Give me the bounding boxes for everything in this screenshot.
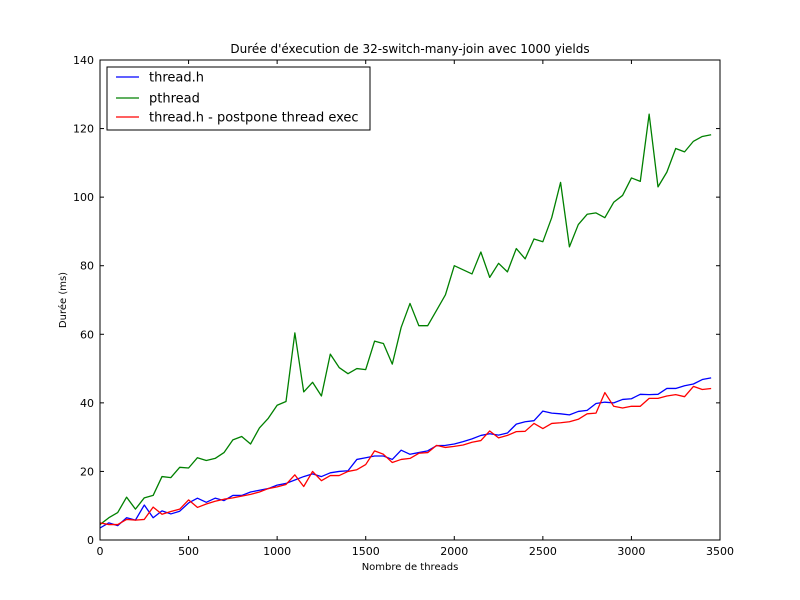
y-tick-label: 100 — [73, 191, 94, 204]
y-tick-label: 120 — [73, 123, 94, 136]
x-tick-label: 2500 — [529, 545, 557, 558]
x-tick-label: 0 — [97, 545, 104, 558]
series-line-1 — [99, 113, 712, 526]
series-layer — [99, 113, 712, 529]
series-line-0 — [99, 377, 712, 529]
x-tick-label: 2000 — [440, 545, 468, 558]
plot-frame — [99, 59, 721, 541]
x-tick-label: 3500 — [706, 545, 734, 558]
x-tick-label: 1500 — [352, 545, 380, 558]
x-tick-label: 3000 — [617, 545, 645, 558]
x-tick-label: 1000 — [263, 545, 291, 558]
ticks-layer: 0 500 1000 1500 2000 2500 3000 3500 0 20 40 60 80 100… — [73, 54, 734, 558]
y-tick-label: 0 — [87, 534, 94, 547]
series-line-2 — [99, 385, 712, 526]
x-axis-label: Nombre de threads — [362, 562, 459, 573]
x-tick-label: 500 — [178, 545, 199, 558]
legend-label-pthread: pthread — [149, 92, 200, 107]
chart-title: Durée d'éxecution de 32-switch-many-join… — [230, 42, 589, 56]
y-tick-label: 140 — [73, 54, 94, 67]
y-tick-label: 40 — [80, 397, 94, 410]
y-tick-label: 60 — [80, 328, 94, 341]
y-tick-label: 80 — [80, 260, 94, 273]
y-tick-label: 20 — [80, 465, 94, 478]
y-axis-label: Durée (ms) — [57, 272, 69, 328]
legend-label-postpone: thread.h - postpone thread exec — [149, 111, 359, 126]
legend: thread.h pthread thread.h - postpone thr… — [106, 66, 371, 131]
legend-box — [106, 66, 371, 131]
legend-label-thread-h: thread.h — [149, 71, 204, 86]
